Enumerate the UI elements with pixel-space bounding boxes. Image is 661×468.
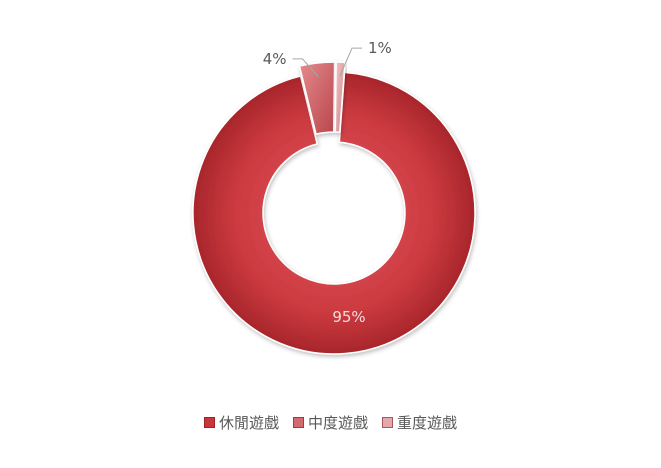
legend-swatch-hardcore bbox=[382, 417, 393, 428]
legend-item-hardcore[interactable]: 重度遊戲 bbox=[382, 412, 457, 433]
slice-midcore[interactable] bbox=[298, 61, 336, 135]
doughnut-chart: 95% 4% 1% bbox=[192, 39, 476, 355]
leader-line-midcore bbox=[292, 58, 319, 78]
data-labels-group: 95% 4% 1% bbox=[263, 39, 392, 326]
data-label-midcore: 4% bbox=[263, 50, 287, 68]
legend-swatch-midcore bbox=[292, 417, 304, 428]
legend-item-midcore[interactable]: 中度遊戲 bbox=[292, 412, 368, 433]
legend-label-casual: 休閒遊戲 bbox=[218, 414, 279, 432]
slices-group bbox=[192, 61, 476, 355]
legend: 休閒遊戲 中度遊戲 重度遊戲 bbox=[0, 412, 661, 433]
slice-casual[interactable] bbox=[192, 71, 476, 355]
leader-lines-group bbox=[292, 47, 362, 78]
legend-label-midcore: 中度遊戲 bbox=[307, 414, 368, 432]
slice-hardcore[interactable] bbox=[334, 61, 346, 134]
data-label-casual: 95% bbox=[332, 308, 365, 326]
leader-line-hardcore bbox=[339, 47, 362, 77]
legend-item-casual[interactable]: 休閒遊戲 bbox=[203, 412, 279, 433]
data-label-hardcore: 1% bbox=[368, 39, 392, 57]
legend-swatch-casual bbox=[203, 417, 215, 428]
legend-label-hardcore: 重度遊戲 bbox=[397, 414, 458, 432]
